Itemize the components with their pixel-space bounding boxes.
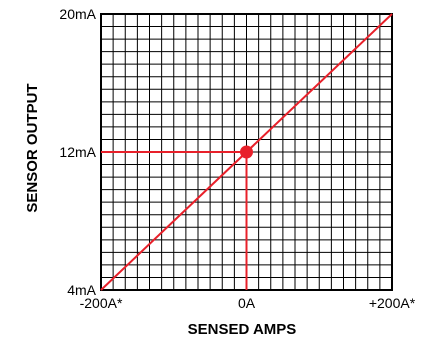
y-tick-label: 20mA [59,6,96,22]
reference-guides [101,151,248,290]
y-tick-label: 4mA [67,282,96,298]
x-tick-label: +200A* [369,295,416,311]
x-tick-label: -200A* [80,295,123,311]
tick-labels: 4mA 12mA 20mA -200A* 0A +200A* [59,6,415,311]
grid [100,13,393,291]
y-tick-label: 12mA [59,144,96,160]
x-tick-label: 0A [238,295,256,311]
highlight-point [240,145,253,159]
x-axis-title: SENSED AMPS [188,321,297,338]
series-layer [100,13,393,291]
y-axis-title: SENSOR OUTPUT [24,83,41,212]
